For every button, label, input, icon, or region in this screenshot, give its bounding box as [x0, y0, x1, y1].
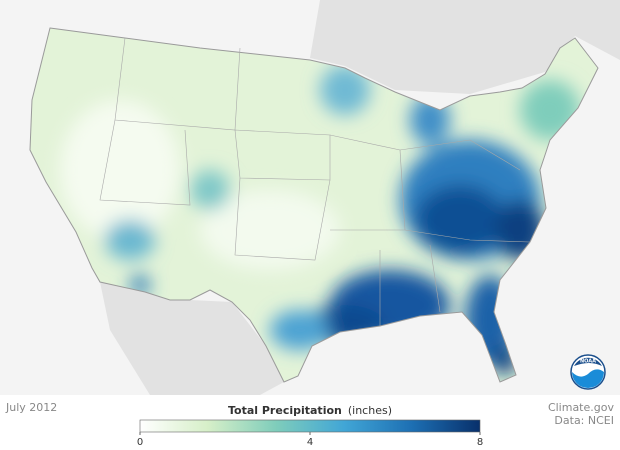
tick-label: 0 — [137, 437, 143, 448]
legend-unit: (inches) — [348, 404, 392, 417]
colorbar — [139, 419, 481, 433]
legend-title: Total Precipitation (inches) — [228, 404, 392, 417]
date-label: July 2012 — [5, 401, 57, 414]
canada — [310, 0, 620, 94]
state-lines — [99, 37, 531, 326]
legend-title-text: Total Precipitation — [228, 404, 342, 417]
tick-label: 8 — [477, 437, 483, 448]
credit-site: Climate.gov — [548, 401, 615, 414]
noaa-logo: NOAA — [570, 354, 606, 390]
credit-source: Data: NCEI — [554, 414, 614, 427]
logo-text: NOAA — [580, 359, 596, 365]
tick-label: 4 — [307, 437, 313, 448]
mexico — [100, 282, 284, 395]
